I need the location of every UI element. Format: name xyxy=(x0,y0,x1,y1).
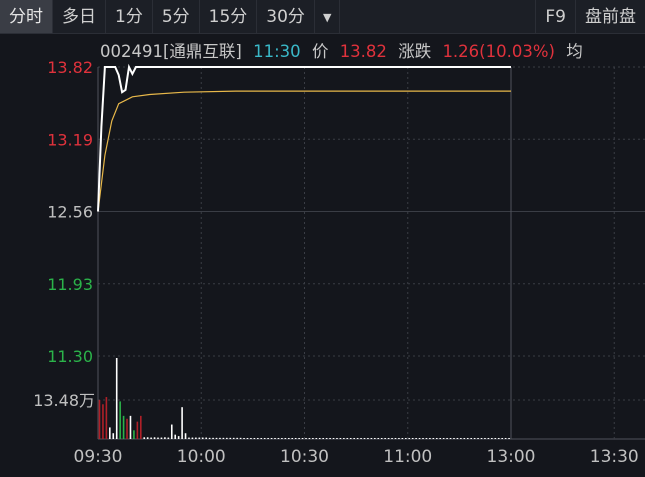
tab-multi-day[interactable]: 多日 xyxy=(53,0,106,33)
y-tick-label: 13.82 xyxy=(47,58,93,77)
x-tick-label: 11:00 xyxy=(383,447,432,467)
tab-30min[interactable]: 30分 xyxy=(257,0,315,33)
x-tick-label: 09:30 xyxy=(74,447,123,467)
volume-bars xyxy=(98,357,510,439)
x-tick-label: 13:30 xyxy=(590,447,639,467)
quote-info: 002491[通鼎互联] 11:30 价 13.82 涨跌 1.26(10.03… xyxy=(100,38,589,62)
period-tabs: 分时 多日 1分 5分 15分 30分 ▼ F9 盘前盘 xyxy=(0,0,645,34)
x-tick-label: 10:00 xyxy=(177,447,226,467)
y-tick-label: 11.93 xyxy=(47,275,93,294)
stock-name: [通鼎互联] xyxy=(163,42,242,61)
tab-5min[interactable]: 5分 xyxy=(153,0,200,33)
price-value: 13.82 xyxy=(339,42,387,61)
tab-intraday[interactable]: 分时 xyxy=(0,0,53,33)
price-line xyxy=(97,63,511,212)
y-tick-label: 12.56 xyxy=(47,203,93,222)
x-tick-label: 13:00 xyxy=(487,447,536,467)
dropdown-arrow-icon[interactable]: ▼ xyxy=(315,0,341,33)
avg-label: 均 xyxy=(566,42,583,61)
x-tick-label: 10:30 xyxy=(280,447,329,467)
grid xyxy=(97,66,645,440)
tab-15min[interactable]: 15分 xyxy=(200,0,258,33)
y-tick-label: 11.30 xyxy=(47,347,93,366)
stock-code: 002491 xyxy=(100,42,163,61)
tab-1min[interactable]: 1分 xyxy=(106,0,153,33)
quote-time: 11:30 xyxy=(253,42,301,61)
change-value: 1.26(10.03%) xyxy=(442,42,555,61)
y-axis-labels: 13.82 13.19 12.56 11.93 11.30 xyxy=(47,58,93,366)
y-tick-label: 13.19 xyxy=(47,130,93,149)
avg-price-line xyxy=(97,90,511,212)
tab-premarket[interactable]: 盘前盘 xyxy=(585,7,636,27)
change-label: 涨跌 xyxy=(398,42,432,61)
price-label: 价 xyxy=(311,42,329,61)
x-axis-labels: 09:30 10:00 10:30 11:00 13:00 13:30 xyxy=(74,447,639,467)
volume-axis-label: 13.48万 xyxy=(33,391,95,410)
tab-f9[interactable]: F9 xyxy=(535,0,576,33)
